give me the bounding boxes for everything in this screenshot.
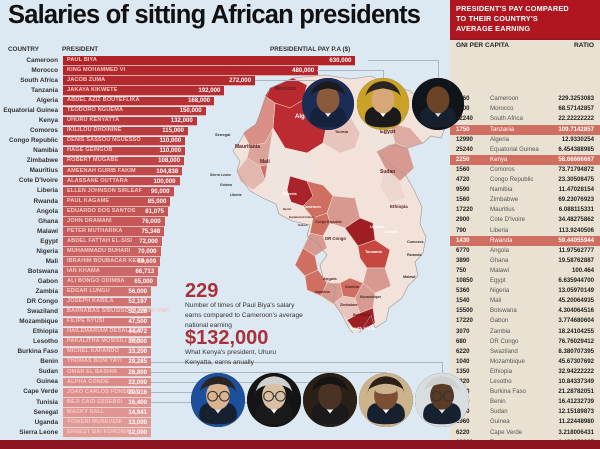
svg-text:Zambia: Zambia xyxy=(345,284,360,289)
svg-text:Tanzania: Tanzania xyxy=(365,249,383,254)
svg-text:Senegal: Senegal xyxy=(215,132,230,137)
svg-text:Malawi: Malawi xyxy=(403,275,415,279)
svg-text:Botswana: Botswana xyxy=(353,313,372,317)
svg-text:Congo Republic: Congo Republic xyxy=(315,220,342,224)
svg-text:Sierra Leone: Sierra Leone xyxy=(210,173,231,177)
svg-text:Tunisia: Tunisia xyxy=(335,130,349,134)
svg-text:Comoros: Comoros xyxy=(407,240,424,244)
svg-text:Cameroon: Cameroon xyxy=(303,205,321,209)
svg-text:Sudan: Sudan xyxy=(380,169,395,175)
svg-text:Mali: Mali xyxy=(260,159,270,165)
svg-text:DR Congo: DR Congo xyxy=(325,236,346,241)
svg-text:Namibia: Namibia xyxy=(315,290,331,294)
svg-text:Rwanda: Rwanda xyxy=(407,253,422,257)
svg-text:Morocco: Morocco xyxy=(275,86,296,92)
svg-text:South Africa: South Africa xyxy=(350,326,376,331)
svg-text:Benin: Benin xyxy=(283,207,292,211)
svg-text:Gabon: Gabon xyxy=(298,223,308,227)
svg-text:Zimbabwe: Zimbabwe xyxy=(340,303,358,307)
svg-text:Mozambique: Mozambique xyxy=(360,295,381,299)
svg-text:Guinea: Guinea xyxy=(220,183,232,187)
svg-text:Liberia: Liberia xyxy=(230,193,242,197)
svg-text:Nigeria: Nigeria xyxy=(283,191,297,196)
svg-text:Kenya: Kenya xyxy=(385,229,398,234)
svg-text:Ethiopia: Ethiopia xyxy=(390,204,408,209)
svg-text:Equatorial Guinea: Equatorial Guinea xyxy=(289,215,315,219)
svg-text:Angola: Angola xyxy=(323,276,337,281)
svg-text:Mauritania: Mauritania xyxy=(235,144,260,150)
svg-text:Uganda: Uganda xyxy=(370,224,385,229)
